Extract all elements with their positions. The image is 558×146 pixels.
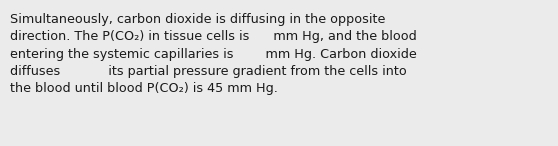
Text: Simultaneously, carbon dioxide is diffusing in the opposite
direction. The P(CO₂: Simultaneously, carbon dioxide is diffus…: [10, 13, 417, 95]
